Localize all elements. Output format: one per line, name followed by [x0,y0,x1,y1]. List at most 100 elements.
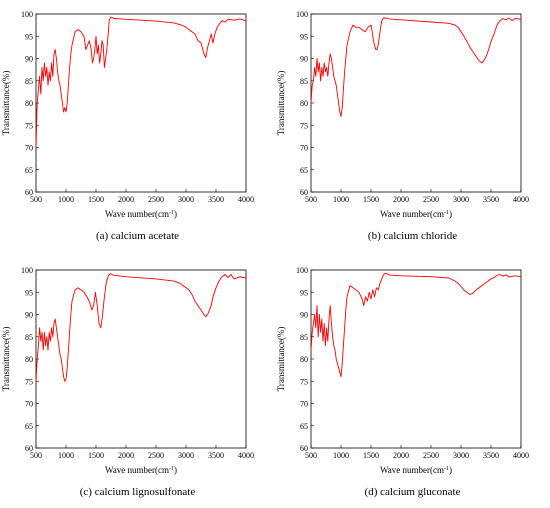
y-tick-label: 70 [25,144,33,153]
x-tick-label: 3500 [483,195,499,204]
x-tick-label: 3000 [178,451,194,460]
x-tick-label: 2500 [423,451,439,460]
y-axis-label: Transmittance(%) [276,327,286,392]
x-tick-label: 1000 [58,451,74,460]
x-axis-label-close: ) [449,465,452,475]
y-tick-label: 100 [21,266,33,275]
y-tick-label: 80 [300,99,308,108]
y-tick-label: 85 [300,77,308,86]
spectrum-line [35,16,247,148]
x-tick-label: 3500 [483,451,499,460]
chart-panel-a: 500 1000 1500 2000 2500 3000 3500 4000 60 65 70 75 8… [0,0,275,252]
x-axis-label-close: ) [174,465,177,475]
chart-caption: (a) calcium acetate [95,230,180,242]
y-tick-label: 75 [25,121,33,130]
y-tick-label: 80 [25,355,33,364]
ftir-chart-d: 500 1000 1500 2000 2500 3000 3500 4000 60 65 70 75 8… [276,266,529,475]
y-tick-label: 65 [300,166,308,175]
y-tick-label: 85 [25,333,33,342]
y-tick-label: 65 [25,422,33,431]
x-tick-label: 1000 [333,451,349,460]
y-tick-label: 100 [296,10,308,19]
x-tick-label: 2500 [148,451,164,460]
y-tick-label: 75 [300,377,308,386]
x-axis-label-main: Wave number(cm [105,465,169,475]
x-tick-label: 4000 [513,195,529,204]
x-tick-label: 500 [305,451,317,460]
y-tick-label: 70 [25,400,33,409]
x-axis-label-sup: -1 [444,210,449,216]
y-tick-label: 75 [300,121,308,130]
chart-panel-d: 500 1000 1500 2000 2500 3000 3500 4000 60 65 70 75 8… [275,256,550,508]
x-axis-label: Wave number(cm-1) [380,209,452,219]
x-axis-label-sup: -1 [169,466,174,472]
x-axis-label-main: Wave number(cm [105,209,169,219]
spectrum-line [310,272,522,378]
chart-panel-b: 500 1000 1500 2000 2500 3000 3500 4000 60 65 70 75 8… [275,0,550,252]
y-tick-label: 75 [25,377,33,386]
x-tick-label: 2000 [118,195,134,204]
x-tick-label: 3000 [453,451,469,460]
y-tick-label: 90 [25,311,33,320]
x-tick-label: 1500 [88,195,104,204]
y-tick-label: 95 [25,32,33,41]
x-tick-label: 4000 [513,451,529,460]
y-axis-label: Transmittance(%) [1,327,11,392]
x-axis-label-sup: -1 [444,466,449,472]
x-tick-label: 3000 [178,195,194,204]
y-tick-label: 70 [300,144,308,153]
chart-caption: (d) calcium gluconate [364,486,461,498]
chart-panel-c: 500 1000 1500 2000 2500 3000 3500 4000 60 65 70 75 8… [0,256,275,508]
y-tick-label: 60 [25,188,33,197]
x-tick-label: 3500 [208,195,224,204]
x-tick-label: 1000 [333,195,349,204]
ftir-chart-b: 500 1000 1500 2000 2500 3000 3500 4000 60 65 70 75 8… [276,10,529,219]
y-tick-label: 60 [300,188,308,197]
y-tick-label: 95 [25,288,33,297]
spectrum-line [310,17,522,117]
y-tick-label: 80 [25,99,33,108]
x-tick-label: 2000 [393,195,409,204]
x-tick-label: 2000 [393,451,409,460]
x-tick-label: 500 [30,451,42,460]
chart-caption: (b) calcium chloride [367,230,458,242]
y-axis-label: Transmittance(%) [276,71,286,136]
x-tick-label: 1000 [58,195,74,204]
y-tick-label: 90 [300,311,308,320]
x-tick-label: 3000 [453,195,469,204]
x-axis-label-sup: -1 [169,210,174,216]
y-axis-label: Transmittance(%) [1,71,11,136]
y-tick-label: 95 [300,32,308,41]
y-tick-label: 90 [25,55,33,64]
y-tick-label: 85 [300,333,308,342]
x-tick-label: 4000 [238,195,254,204]
spectrum-line [35,273,247,382]
x-axis-label-close: ) [449,209,452,219]
x-axis-label: Wave number(cm-1) [105,465,177,475]
y-tick-label: 60 [25,444,33,453]
y-tick-label: 85 [25,77,33,86]
x-tick-label: 1500 [363,451,379,460]
y-tick-label: 100 [21,10,33,19]
y-tick-label: 60 [300,444,308,453]
x-axis-label: Wave number(cm-1) [380,465,452,475]
x-tick-label: 2000 [118,451,134,460]
y-tick-label: 100 [296,266,308,275]
ftir-chart-c: 500 1000 1500 2000 2500 3000 3500 4000 60 65 70 75 8… [1,266,254,475]
y-tick-label: 65 [300,422,308,431]
x-tick-label: 1500 [88,451,104,460]
y-tick-label: 95 [300,288,308,297]
y-tick-label: 80 [300,355,308,364]
x-tick-label: 3500 [208,451,224,460]
x-axis-label: Wave number(cm-1) [105,209,177,219]
x-tick-label: 2500 [148,195,164,204]
x-tick-label: 500 [305,195,317,204]
y-tick-label: 90 [300,55,308,64]
chart-caption: (c) calcium lignosulfonate [79,486,196,498]
x-axis-label-main: Wave number(cm [380,209,444,219]
y-tick-label: 70 [300,400,308,409]
x-tick-label: 4000 [238,451,254,460]
ftir-chart-a: 500 1000 1500 2000 2500 3000 3500 4000 60 65 70 75 8… [1,10,254,219]
x-axis-label-close: ) [174,209,177,219]
y-tick-label: 65 [25,166,33,175]
